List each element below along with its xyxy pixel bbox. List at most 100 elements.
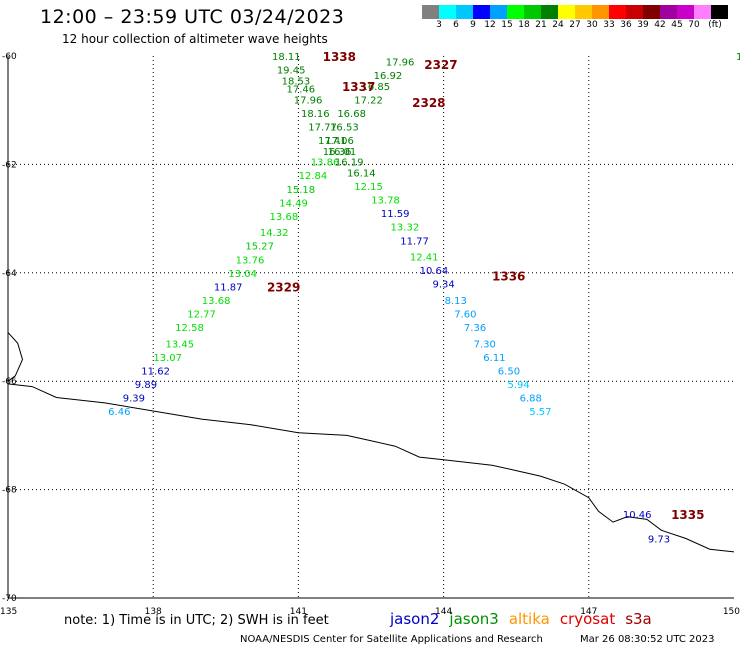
color-scale-label: 18 [518,20,530,30]
lat-tick-label: -62 [2,160,17,170]
color-scale-label: 15 [501,20,513,30]
wave-height-label: 17.77 [308,122,337,133]
wave-height-label: 13.68 [270,212,299,223]
orbit-number-label: 1337 [342,80,375,94]
wave-height-label: 5.94 [507,380,529,391]
wave-height-label: 11.59 [381,209,410,220]
wave-height-label: 15.27 [245,242,274,253]
wave-height-label: 1 [736,52,740,63]
map-title: 12:00 – 23:59 UTC 03/24/2023 [40,6,345,28]
color-scale-label: 36 [620,20,632,30]
wave-height-label: 17.96 [386,57,415,68]
wave-height-label: 9.89 [135,380,157,391]
wave-height-label: 16.85 [362,82,391,93]
legend-item-cryosat: cryosat [559,610,616,628]
wave-height-label: 17.06 [325,136,354,147]
lon-tick-label: 135 [0,607,17,617]
orbit-number-label: 2328 [412,96,445,110]
wave-height-label: 14.32 [260,228,289,239]
color-swatch [558,5,575,19]
color-scale-label: 27 [569,20,581,30]
color-swatch [490,5,507,19]
lat-tick-label: -64 [2,269,17,279]
wave-height-label: 19.45 [277,66,306,77]
wave-height-label: 7.36 [464,323,486,334]
wave-height-label: 18.53 [282,76,311,87]
color-scale-label: 39 [637,20,649,30]
lat-lon-grid [8,56,734,598]
orbit-number-label: 2329 [267,280,300,294]
wave-height-label: 9.34 [432,280,454,291]
wave-height-label: 5.57 [529,407,551,418]
color-swatch [643,5,660,19]
color-scale-label: (ft) [708,20,722,30]
wave-height-label: 10.46 [623,510,652,521]
legend-item-altika: altika [508,610,550,628]
wave-height-label: 13.45 [165,339,194,350]
footer-note: note: 1) Time is in UTC; 2) SWH is in fe… [64,613,329,628]
wave-height-label: 6.11 [483,353,505,364]
color-scale-bar [422,5,728,19]
wave-height-label: 6.50 [498,366,520,377]
wave-height-label: 13.76 [236,255,265,266]
orbit-labels: 1338 2327 1337 2328 1336 2329 1335 [267,50,705,522]
lat-tick-label: -60 [2,52,17,62]
color-swatch [660,5,677,19]
color-swatch [456,5,473,19]
legend-item-jason3: jason3 [449,610,499,628]
lon-tick-label: 138 [145,607,162,617]
wave-height-values: 18.1119.4518.5317.4617.9618.1617.7717.41… [108,52,740,545]
wave-height-label: 18.16 [301,109,330,120]
wave-height-label: 13.32 [391,223,420,234]
lat-tick-label: -70 [2,594,17,604]
wave-height-label: 16.36 [323,147,352,158]
wave-height-label: 12.77 [187,309,216,320]
wave-height-label: 13.07 [153,353,182,364]
wave-height-label: 8.13 [445,296,467,307]
wave-height-label: 7.60 [454,309,476,320]
wave-height-label: 16.92 [374,71,403,82]
color-scale-label: 9 [470,20,476,30]
credit-line: NOAA/NESDIS Center for Satellite Applica… [240,634,543,645]
color-swatch [711,5,728,19]
color-scale-label: 70 [688,20,700,30]
color-scale-label: 24 [552,20,564,30]
color-swatch [524,5,541,19]
wave-height-label: 12.15 [354,182,383,193]
lon-tick-label: 141 [290,607,307,617]
orbit-number-label: 1335 [671,508,704,522]
wave-height-label: 16.01 [328,147,357,158]
wave-height-label: 12.58 [175,323,204,334]
wave-height-label: 7.30 [474,339,496,350]
wave-height-label: 16.14 [347,169,376,180]
color-scale-label: 21 [535,20,547,30]
axis-labels: -60 -62 -64 -66 -68 -70 135 138 141 144 147 150 [0,52,740,617]
lat-tick-label: -68 [2,486,17,496]
orbit-number-label: 1338 [323,50,356,64]
wave-height-label: 16.19 [335,158,364,169]
wave-height-label: 15.18 [286,185,315,196]
wave-height-label: 11.87 [214,282,243,293]
orbit-number-label: 1336 [492,270,525,284]
map-subtitle: 12 hour collection of altimeter wave hei… [62,32,328,46]
legend-item-s3a: s3a [625,610,652,628]
color-scale-label: 30 [586,20,598,30]
lon-tick-label: 147 [580,607,597,617]
coastline-left [7,332,24,382]
color-swatch [422,5,439,19]
color-swatch [473,5,490,19]
legend-item-jason2: jason2 [390,610,440,628]
satellite-legend: jason2 jason3 altika cryosat s3a [390,610,662,628]
lon-tick-label: 144 [435,607,452,617]
color-swatch [439,5,456,19]
wave-height-label: 11.77 [400,236,429,247]
color-swatch [677,5,694,19]
color-scale-label: 33 [603,20,615,30]
wave-height-label: 17.46 [286,85,315,96]
color-swatch [575,5,592,19]
color-swatch [609,5,626,19]
color-scale-label: 6 [453,20,459,30]
wave-height-label: 16.68 [337,109,366,120]
wave-height-label: 12.84 [299,171,328,182]
